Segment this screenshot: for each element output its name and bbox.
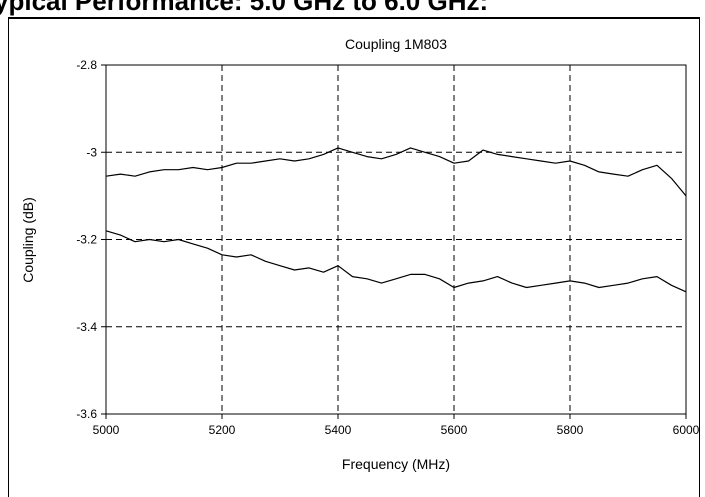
y-tick-label: -3.6 — [76, 407, 97, 421]
y-axis-label: Coupling (dB) — [20, 197, 36, 283]
x-tick-label: 5000 — [93, 423, 120, 437]
y-tick-label: -2.8 — [76, 58, 97, 72]
page-heading: ypical Performance: 5.0 GHz to 6.0 GHz: — [0, 0, 489, 16]
chart-title: Coupling 1M803 — [345, 36, 447, 52]
series-line-1 — [105, 147, 687, 197]
x-tick-label: 5400 — [325, 423, 352, 437]
x-tick-label: 5600 — [441, 423, 468, 437]
chart-frame: 5000 5200 5400 5600 5800 6000 -2.8 -3 -3.2 -3.4 -3… — [8, 17, 700, 497]
coupling-chart: 5000 5200 5400 5600 5800 6000 -2.8 -3 -3.2 -3.4 -3… — [20, 36, 699, 472]
x-tick-label: 5200 — [209, 423, 236, 437]
x-tick-label: 6000 — [673, 423, 699, 437]
y-tick-label: -3 — [86, 145, 97, 159]
tick-labels: 5000 5200 5400 5600 5800 6000 -2.8 -3 -3.2 -3.4 -3… — [76, 58, 699, 437]
x-axis-label: Frequency (MHz) — [342, 456, 450, 472]
grid-lines — [101, 64, 687, 419]
x-tick-label: 5800 — [557, 423, 584, 437]
series-layer — [105, 147, 687, 293]
y-tick-label: -3.2 — [76, 233, 97, 247]
y-tick-label: -3.4 — [76, 320, 97, 334]
series-line-2 — [105, 230, 687, 293]
